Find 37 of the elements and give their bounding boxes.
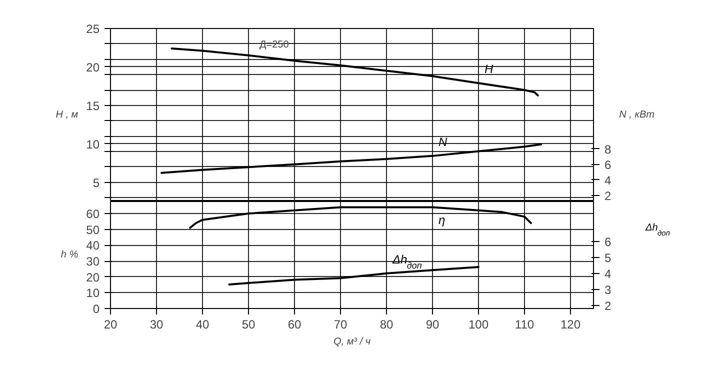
y-tick-label: 30 <box>86 254 100 269</box>
y-tick-label: 15 <box>86 98 100 113</box>
x-tick-label: 80 <box>380 318 394 332</box>
y2-tick-label: 3 <box>604 282 612 297</box>
x-tick-label: 20 <box>104 318 118 332</box>
y2-tick-label: 4 <box>604 266 612 281</box>
y-tick-label: 20 <box>86 60 100 74</box>
y-axis-title: h % <box>60 250 78 260</box>
series-label: η <box>438 213 446 228</box>
y2-tick-label: 6 <box>604 234 612 249</box>
x-tick-label: 90 <box>426 318 440 332</box>
y2-tick-label: 8 <box>604 142 612 156</box>
x-tick-label: 60 <box>288 318 302 332</box>
y2-tick-label: 2 <box>604 298 612 313</box>
x-tick-label: 70 <box>334 318 348 332</box>
y2-tick-label: 4 <box>604 173 612 188</box>
x-tick-label: 100 <box>468 318 489 332</box>
y-tick-label: 10 <box>86 286 100 300</box>
y-tick-label: 25 <box>86 22 100 36</box>
y-tick-label: 20 <box>86 270 100 284</box>
y2-tick-label: 2 <box>604 188 612 203</box>
x-tick-label: 110 <box>514 318 534 332</box>
y-tick-label: 40 <box>86 238 100 253</box>
x-tick-label: 40 <box>196 318 210 332</box>
x-axis-title: Q, м³ / ч <box>333 336 371 348</box>
x-tick-label: 120 <box>560 318 581 332</box>
y-tick-label: 0 <box>92 302 100 316</box>
x-tick-label: 50 <box>242 318 256 332</box>
y-tick-label: 5 <box>92 176 100 190</box>
y2-axis-title: N , кВт <box>619 110 654 120</box>
y-tick-label: 50 <box>86 222 100 237</box>
y-tick-label: 60 <box>86 207 100 222</box>
y-tick-label: 10 <box>86 137 100 152</box>
y-axis-title: H , м <box>56 110 78 120</box>
x-tick-label: 30 <box>150 318 164 332</box>
y2-tick-label: 5 <box>604 250 612 265</box>
y2-tick-label: 6 <box>604 158 612 172</box>
